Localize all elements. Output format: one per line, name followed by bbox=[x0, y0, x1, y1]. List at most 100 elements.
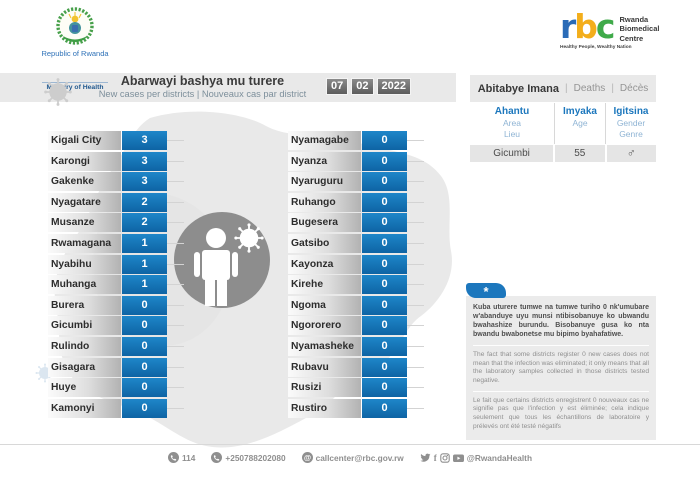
district-name: Gicumbi bbox=[48, 316, 121, 336]
rbc-name: Rwanda Biomedical Centre bbox=[619, 15, 660, 43]
district-row: Rustiro 0 bbox=[288, 398, 424, 418]
district-row: Nyamagabe 0 bbox=[288, 131, 424, 150]
page-subtitle: New cases per districts | Nouveaux cas p… bbox=[98, 89, 307, 99]
report-date: 07 02 2022 bbox=[326, 78, 411, 95]
district-row: Nyaruguru 0 bbox=[288, 172, 424, 192]
district-value: 1 bbox=[122, 233, 167, 253]
district-name: Rusizi bbox=[288, 378, 361, 398]
district-name: Gatsibo bbox=[288, 233, 361, 253]
district-value: 0 bbox=[122, 398, 167, 418]
rbc-wordmark: rbc bbox=[560, 7, 615, 46]
district-row: Bugesera 0 bbox=[288, 213, 424, 233]
district-row: Kayonza 0 bbox=[288, 254, 424, 274]
district-row: Kamonyi 0 bbox=[48, 398, 184, 418]
page-title: Abarwayi bashya mu turere bbox=[120, 74, 285, 88]
district-row: Ruhango 0 bbox=[288, 192, 424, 212]
deaths-table: Ahantu Area Lieu Imyaka Age Igitsina Gen… bbox=[470, 103, 656, 162]
district-row: Rubavu 0 bbox=[288, 357, 424, 377]
district-value: 0 bbox=[362, 151, 407, 171]
social-links[interactable]: f @RwandaHealth bbox=[420, 453, 532, 463]
district-row: Ngororero 0 bbox=[288, 316, 424, 336]
district-row: Nyamasheke 0 bbox=[288, 336, 424, 356]
deaths-table-row: Gicumbi 55 ♂ bbox=[470, 145, 656, 162]
district-list-right: Nyamagabe 0 Nyanza 0 Nyaruguru 0 Ruhango 0 Buges… bbox=[288, 131, 424, 418]
phone-icon bbox=[211, 452, 223, 463]
district-name: Ngoma bbox=[288, 295, 361, 315]
district-value: 2 bbox=[122, 192, 167, 212]
district-value: 0 bbox=[362, 192, 407, 212]
country-name: Republic of Rwanda bbox=[41, 49, 109, 58]
district-list-left: Kigali City 3 Karongi 3 Gakenke 3 Nyagatare 2 Mu… bbox=[48, 131, 184, 418]
footer-contact: 114 +250788202080 @ callcenter@rbc.gov.r… bbox=[0, 452, 700, 463]
deaths-table-header: Ahantu Area Lieu Imyaka Age Igitsina Gen… bbox=[470, 103, 656, 144]
district-name: Rustiro bbox=[288, 398, 361, 418]
ministry-of-health-logo: Republic of Rwanda Ministry of Health bbox=[25, 6, 125, 94]
district-value: 0 bbox=[362, 295, 407, 315]
district-row: Gatsibo 0 bbox=[288, 233, 424, 253]
deaths-panel-header: Abitabye Imana | Deaths | Décès bbox=[470, 75, 656, 102]
facebook-icon: f bbox=[433, 452, 437, 463]
district-row: Gisagara 0 bbox=[48, 357, 184, 377]
district-row: Kirehe 0 bbox=[288, 275, 424, 295]
phone-number: +250788202080 bbox=[211, 452, 286, 463]
district-value: 3 bbox=[122, 151, 167, 171]
district-value: 0 bbox=[362, 233, 407, 253]
district-row: Burera 0 bbox=[48, 295, 184, 315]
district-name: Musanze bbox=[48, 213, 121, 233]
district-value: 0 bbox=[122, 357, 167, 377]
col-age-rw: Imyaka bbox=[563, 106, 597, 117]
death-area: Gicumbi bbox=[470, 145, 556, 162]
district-row: Kigali City 3 bbox=[48, 131, 184, 150]
district-name: Huye bbox=[48, 378, 121, 398]
district-name: Ngororero bbox=[288, 316, 361, 336]
district-name: Rwamagana bbox=[48, 233, 121, 253]
district-row: Nyabihu 1 bbox=[48, 254, 184, 274]
header-band: Abarwayi bashya mu turere New cases per … bbox=[0, 73, 456, 102]
person-virus-graphic bbox=[174, 212, 270, 308]
date-month: 02 bbox=[351, 78, 374, 95]
district-name: Bugesera bbox=[288, 213, 361, 233]
district-name: Kayonza bbox=[288, 254, 361, 274]
date-day: 07 bbox=[326, 78, 349, 95]
twitter-icon bbox=[420, 453, 431, 462]
district-value: 0 bbox=[362, 378, 407, 398]
district-row: Rulindo 0 bbox=[48, 336, 184, 356]
svg-text:@: @ bbox=[303, 453, 310, 462]
district-row: Ngoma 0 bbox=[288, 295, 424, 315]
note-text-rw: Kuba uturere tumwe na tumwe turiho 0 nk'… bbox=[473, 304, 649, 346]
rbc-tagline: Healthy People, Wealthy Nation bbox=[560, 45, 632, 51]
district-name: Nyagatare bbox=[48, 192, 121, 212]
district-name: Nyamagabe bbox=[288, 131, 361, 150]
male-symbol: ♂ bbox=[606, 145, 656, 162]
district-row: Rusizi 0 bbox=[288, 378, 424, 398]
district-name: Burera bbox=[48, 295, 121, 315]
district-value: 0 bbox=[362, 357, 407, 377]
district-value: 0 bbox=[362, 131, 407, 150]
note-text-fr: Le fait que certains districts enregistr… bbox=[473, 396, 649, 430]
district-row: Karongi 3 bbox=[48, 151, 184, 171]
col-area-rw: Ahantu bbox=[494, 106, 530, 117]
district-name: Kirehe bbox=[288, 275, 361, 295]
district-name: Nyamasheke bbox=[288, 336, 361, 356]
district-value: 1 bbox=[122, 254, 167, 274]
district-row: Rwamagana 1 bbox=[48, 233, 184, 253]
email[interactable]: @ callcenter@rbc.gov.rw bbox=[301, 452, 404, 463]
district-value: 0 bbox=[122, 336, 167, 356]
note-marker: * bbox=[466, 283, 506, 299]
instagram-icon bbox=[440, 452, 450, 463]
district-value: 0 bbox=[362, 316, 407, 336]
district-row: Musanze 2 bbox=[48, 213, 184, 233]
district-name: Gakenke bbox=[48, 172, 121, 192]
district-value: 2 bbox=[122, 213, 167, 233]
note-text-en: The fact that some districts register 0 … bbox=[473, 351, 649, 392]
district-value: 0 bbox=[122, 316, 167, 336]
district-name: Nyanza bbox=[288, 151, 361, 171]
district-name: Karongi bbox=[48, 151, 121, 171]
deaths-title-fr: Décès bbox=[619, 83, 649, 94]
col-gender-rw: Igitsina bbox=[613, 106, 649, 117]
youtube-icon bbox=[452, 454, 464, 462]
ministry-name: Ministry of Health bbox=[42, 82, 108, 91]
district-name: Rulindo bbox=[48, 336, 121, 356]
district-row: Gakenke 3 bbox=[48, 172, 184, 192]
